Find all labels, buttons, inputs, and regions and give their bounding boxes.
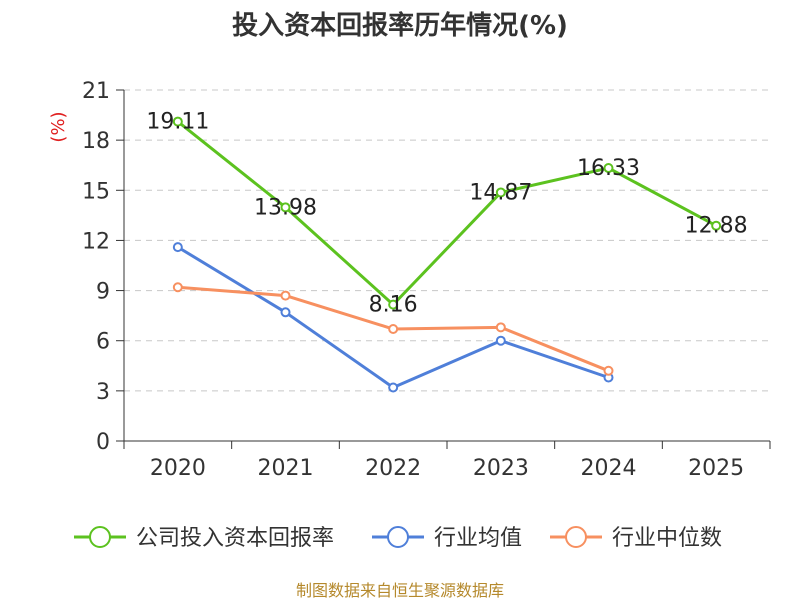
data-point (172, 116, 183, 127)
legend-swatch-marker (387, 526, 409, 548)
x-tick-label: 2024 (581, 456, 637, 481)
data-point (495, 322, 506, 333)
series-line-0 (176, 120, 717, 307)
x-tick-label: 2022 (365, 456, 421, 481)
legend-label: 行业中位数 (612, 526, 722, 551)
y-tick-label: 0 (96, 430, 110, 455)
series-layer (172, 116, 722, 393)
data-point (603, 163, 614, 174)
x-tick-label: 2023 (473, 456, 529, 481)
data-point (711, 220, 722, 231)
data-label: 13.98 (254, 195, 317, 220)
legend-swatch-marker (565, 526, 587, 548)
data-point (388, 324, 399, 335)
chart-title: 投入资本回报率历年情况(%) (232, 10, 568, 41)
x-tick-label: 2021 (258, 456, 314, 481)
y-axis-label: (%) (48, 111, 69, 142)
data-labels: 19.11 13.98 8.16 14.87 16.33 12.88 (146, 110, 747, 318)
y-tick-label: 9 (96, 280, 110, 305)
source-note: 制图数据来自恒生聚源数据库 (296, 581, 504, 600)
data-point (388, 382, 399, 393)
data-point (172, 282, 183, 293)
y-tick-label: 15 (82, 179, 110, 204)
legend-label: 行业均值 (434, 526, 522, 551)
data-point (495, 187, 506, 198)
grid-lines (124, 89, 770, 392)
legend-swatch-marker (89, 526, 111, 548)
y-tick-label: 12 (82, 229, 110, 254)
data-point (388, 299, 399, 310)
legend: 公司投入资本回报率 行业均值 行业中位数 (74, 526, 722, 551)
data-label: 8.16 (369, 293, 418, 318)
x-tick-label: 2025 (688, 456, 744, 481)
data-label: 14.87 (469, 180, 532, 205)
axes: 0 3 6 9 12 15 18 21 2020 2021 2022 2023 2024 2025 (82, 79, 771, 481)
x-tick-label: 2020 (150, 456, 206, 481)
y-tick-label: 6 (96, 330, 110, 355)
data-point (280, 202, 291, 213)
data-label: 12.88 (685, 214, 748, 239)
data-label: 16.33 (577, 156, 640, 181)
data-point (280, 307, 291, 318)
y-tick-label: 18 (82, 129, 110, 154)
data-point (172, 242, 183, 253)
y-tick-label: 21 (82, 79, 110, 104)
data-point (280, 290, 291, 301)
data-point (603, 365, 614, 376)
data-label: 19.11 (146, 110, 209, 135)
data-point (495, 335, 506, 346)
y-tick-label: 3 (96, 380, 110, 405)
legend-label: 公司投入资本回报率 (136, 526, 334, 551)
